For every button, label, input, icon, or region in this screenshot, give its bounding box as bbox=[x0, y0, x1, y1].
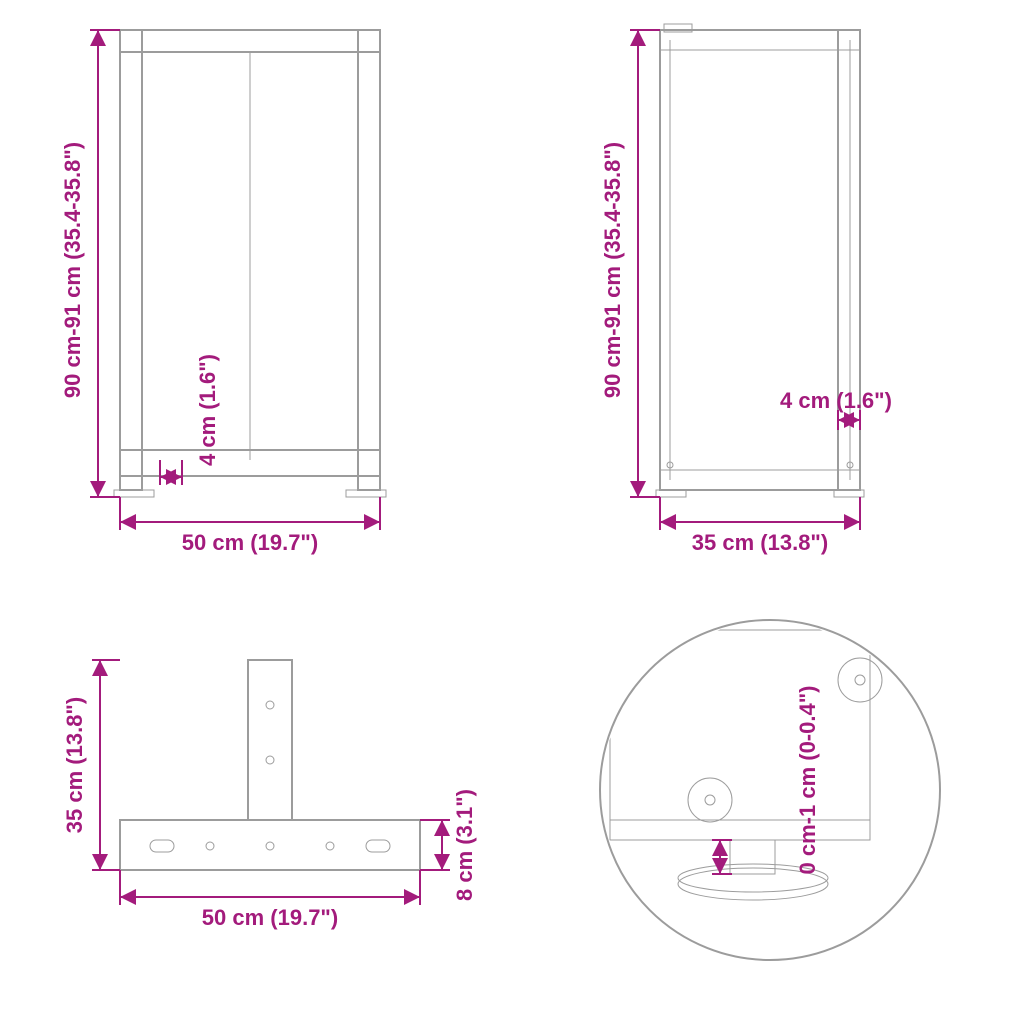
front-outline bbox=[114, 30, 386, 497]
top-depth-label: 35 cm (13.8") bbox=[62, 697, 87, 833]
dimension-diagram: 90 cm-91 cm (35.4-35.8") 50 cm (19.7") 4… bbox=[0, 0, 1024, 1024]
detail-adjust-label: 0 cm-1 cm (0-0.4") bbox=[795, 686, 820, 875]
front-height-label: 90 cm-91 cm (35.4-35.8") bbox=[60, 142, 85, 398]
front-width-label: 50 cm (19.7") bbox=[182, 530, 318, 555]
side-view: 90 cm-91 cm (35.4-35.8") 35 cm (13.8") 4… bbox=[600, 24, 892, 555]
top-outline bbox=[120, 660, 420, 870]
side-outline bbox=[656, 24, 864, 497]
detail-circle bbox=[600, 620, 940, 960]
top-view: 35 cm (13.8") 50 cm (19.7") 8 cm (3.1") bbox=[62, 660, 477, 930]
top-bar-label: 8 cm (3.1") bbox=[452, 789, 477, 901]
detail-view: 0 cm-1 cm (0-0.4") bbox=[600, 620, 940, 960]
side-width-label: 35 cm (13.8") bbox=[692, 530, 828, 555]
front-tube-label: 4 cm (1.6") bbox=[195, 354, 220, 466]
side-tube-label: 4 cm (1.6") bbox=[780, 388, 892, 413]
side-height-label: 90 cm-91 cm (35.4-35.8") bbox=[600, 142, 625, 398]
top-width-label: 50 cm (19.7") bbox=[202, 905, 338, 930]
foot-detail bbox=[610, 630, 882, 900]
front-view: 90 cm-91 cm (35.4-35.8") 50 cm (19.7") 4… bbox=[60, 30, 386, 555]
